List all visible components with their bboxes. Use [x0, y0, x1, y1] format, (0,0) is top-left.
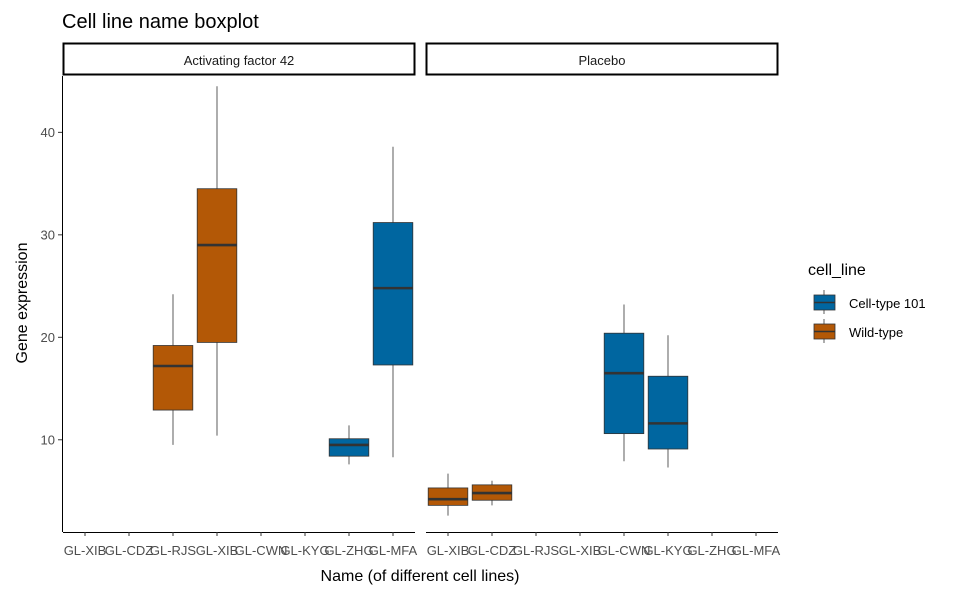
x-tick-label: GL-XIB [559, 543, 602, 558]
x-tick-label: GL-CWN [235, 543, 288, 558]
x-tick-label: GL-XIB [64, 543, 107, 558]
legend-entry: Cell-type 101 [813, 290, 926, 314]
box [647, 335, 689, 468]
y-axis: 10 20 30 40 [41, 76, 63, 532]
x-tick-label: GL-CWN [598, 543, 651, 558]
y-tick-label: 30 [41, 227, 55, 242]
box [196, 86, 238, 436]
box [603, 304, 645, 462]
box-body [647, 375, 689, 450]
x-tick-label: GL-CDZ [105, 543, 153, 558]
y-tick-label: 20 [41, 330, 55, 345]
legend-entries: Cell-type 101 Wild-type [813, 290, 926, 343]
x-tick-label: GL-ZHG [324, 543, 373, 558]
x-tick-label: GL-XIB [196, 543, 239, 558]
facet-strip [62, 42, 416, 76]
facet-strip-label: Placebo [579, 53, 626, 68]
box-body [196, 188, 238, 343]
box-body [603, 332, 645, 435]
y-axis-title: Gene expression [14, 243, 31, 364]
x-tick-label: GL-RJS [150, 543, 197, 558]
facet-strip-label: Activating factor 42 [184, 53, 295, 68]
y-tick-label: 40 [41, 125, 55, 140]
legend-label: Cell-type 101 [849, 296, 926, 311]
box [372, 146, 414, 458]
box [427, 473, 469, 516]
facet-strip [425, 42, 779, 76]
box-body [328, 438, 370, 457]
y-tick-label: 10 [41, 432, 55, 447]
box [152, 294, 194, 445]
box-body [152, 345, 194, 411]
legend-label: Wild-type [849, 325, 903, 340]
x-tick-label: GL-KYG [643, 543, 692, 558]
x-tick-label: GL-KYG [280, 543, 329, 558]
box-body [372, 222, 414, 366]
x-axis-title: Name (of different cell lines) [321, 568, 520, 585]
chart-title: Cell line name boxplot [62, 11, 259, 33]
x-tick-label: GL-XIB [427, 543, 470, 558]
box-body [427, 487, 469, 506]
x-tick-label: GL-MFA [732, 543, 781, 558]
legend-title: cell_line [808, 262, 866, 279]
box [471, 480, 513, 506]
box [328, 425, 370, 465]
x-tick-label: GL-MFA [369, 543, 418, 558]
x-tick-label: GL-RJS [513, 543, 560, 558]
legend: cell_line Cell-type 101 Wild-type [808, 262, 926, 343]
x-tick-label: GL-ZHG [687, 543, 736, 558]
x-tick-label: GL-CDZ [468, 543, 516, 558]
legend-entry: Wild-type [813, 319, 903, 343]
